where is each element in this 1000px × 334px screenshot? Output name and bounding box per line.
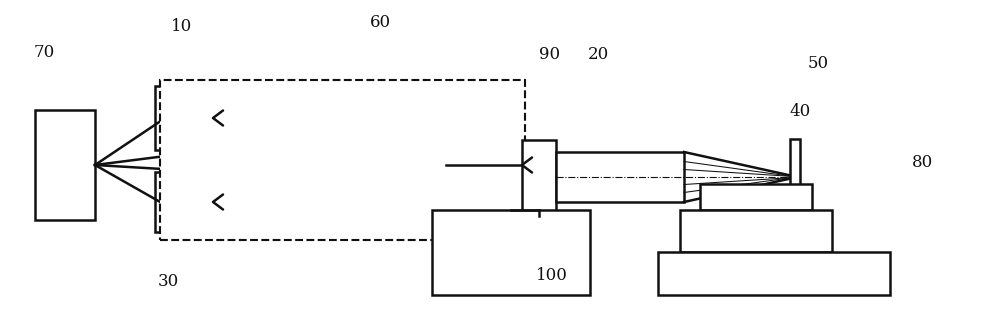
Bar [155, 86, 213, 150]
Text: 100: 100 [536, 268, 568, 285]
Bar [556, 152, 684, 202]
Text: 90: 90 [539, 45, 561, 62]
Bar [522, 140, 556, 216]
Bar [658, 252, 890, 295]
Text: 50: 50 [807, 55, 829, 72]
Text: 40: 40 [789, 104, 811, 121]
Bar [432, 210, 590, 295]
Bar [700, 184, 812, 210]
Bar [160, 80, 525, 240]
Bar [790, 139, 800, 232]
Bar [155, 172, 213, 232]
Bar [35, 110, 95, 220]
Text: 60: 60 [369, 13, 391, 30]
Bar [308, 138, 446, 192]
Bar [680, 210, 832, 252]
Text: 10: 10 [171, 17, 193, 34]
Text: 30: 30 [157, 274, 179, 291]
Text: 70: 70 [33, 43, 55, 60]
Text: 20: 20 [587, 45, 609, 62]
Text: 80: 80 [911, 154, 933, 170]
